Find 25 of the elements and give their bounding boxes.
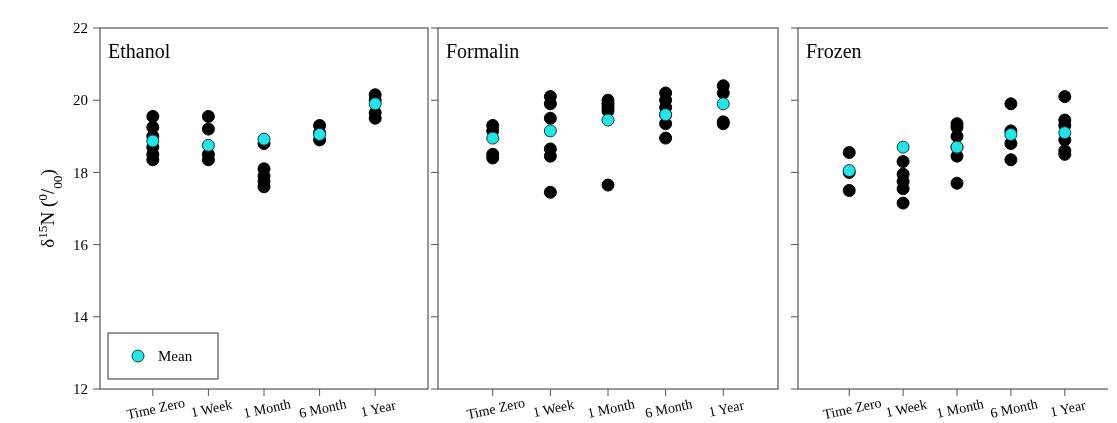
- x-tick-label: Time Zero: [465, 395, 527, 423]
- x-tick-label: 1 Year: [707, 397, 746, 420]
- y-tick-label: 14: [73, 309, 89, 326]
- y-tick-label: 20: [73, 92, 88, 109]
- x-tick-label: 6 Month: [297, 396, 348, 421]
- legend-label: Mean: [158, 348, 193, 365]
- x-tick-label: 1 Month: [586, 396, 637, 421]
- x-tick-label: Time Zero: [821, 395, 883, 423]
- y-tick-label: 18: [73, 164, 88, 181]
- x-tick-label: 1 Month: [242, 396, 293, 421]
- x-tick-label: 6 Month: [989, 396, 1039, 421]
- x-tick-label: 6 Month: [643, 396, 694, 421]
- x-tick-label: 1 Week: [884, 396, 929, 421]
- y-tick-label: 16: [73, 236, 89, 253]
- y-tick-label: 22: [73, 20, 88, 37]
- x-tick-label: 1 Month: [935, 396, 986, 421]
- x-tick-label: Time Zero: [125, 395, 187, 423]
- x-tick-label: 1 Year: [359, 397, 398, 420]
- text: Formalin: [446, 40, 520, 62]
- x-tick-label: 1 Week: [531, 396, 576, 421]
- y-tick-label: 12: [73, 381, 88, 398]
- x-tick-label: 1 Week: [189, 396, 234, 421]
- x-tick-label: 1 Year: [1048, 397, 1088, 420]
- text: Frozen: [806, 40, 862, 62]
- text: Ethanol: [108, 40, 171, 62]
